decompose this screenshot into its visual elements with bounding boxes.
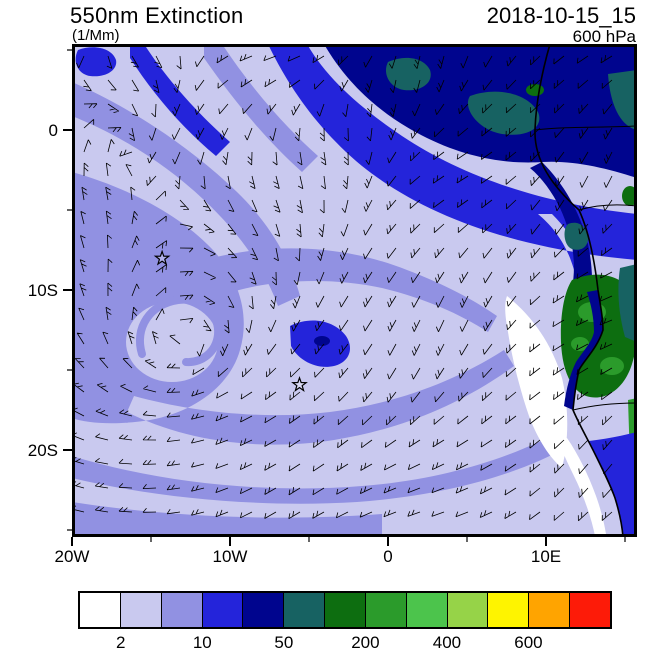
lon-label-0: 0 [383,547,393,566]
colorbar-cell [201,593,243,627]
star-marker [153,249,171,266]
wind-barbs [72,53,613,522]
lon-label-10e: 10E [530,547,562,566]
colorbar-cell [283,593,325,627]
field-clean-slot [505,296,606,536]
plot-title: 550nm Extinction [70,3,244,28]
colorbar [78,591,612,629]
field-land-teal-strip [618,264,637,342]
colorbar-cell [80,593,120,627]
colorbar-cell [446,593,488,627]
map-frame [72,44,637,537]
lon-label-20w: 20W [54,547,90,566]
plot-level: 600 hPa [572,27,636,46]
map-canvas [63,44,637,546]
plot-units: (1/Mm) [72,27,120,44]
lat-label-10s: 10S [27,281,58,300]
colorbar-tick-label: 2 [116,633,126,652]
colorbar-cell [364,593,406,627]
colorbar-cell [324,593,365,627]
field-moderate-bands [72,44,569,537]
colorbar-cell [487,593,529,627]
field-coastal-ribbon [564,290,603,410]
colorbar-tick-label: 50 [274,633,294,652]
map [63,44,637,546]
coastline [534,44,624,537]
colorbar-cell [242,593,284,627]
colorbar-cell [569,593,610,627]
star-marker [291,375,308,392]
colorbar-labels: 2 10 50 200 400 600 [78,633,612,655]
field-high-plume [314,44,637,346]
colorbar-cell [119,593,161,627]
colorbar-cell [405,593,447,627]
colorbar-tick-label: 10 [192,633,212,652]
axis-ticks [63,49,626,546]
plot-datetime: 2018-10-15_15 [486,3,636,28]
colorbar-tick-label: 400 [432,633,462,652]
colorbar-cell [160,593,202,627]
eddy-spiral [135,295,223,367]
lat-label-20s: 20S [27,441,58,460]
lat-label-0: 0 [48,121,58,140]
field-land-darkgreen [526,84,637,398]
colorbar-tick-label: 600 [514,633,543,652]
field-teal-patches [385,57,637,250]
lon-label-10w: 10W [212,547,248,566]
station-markers [153,249,308,392]
extinction-field [72,44,637,537]
colorbar-cell [528,593,570,627]
colorbar-tick-label: 200 [351,633,380,652]
field-land-green [571,302,637,464]
